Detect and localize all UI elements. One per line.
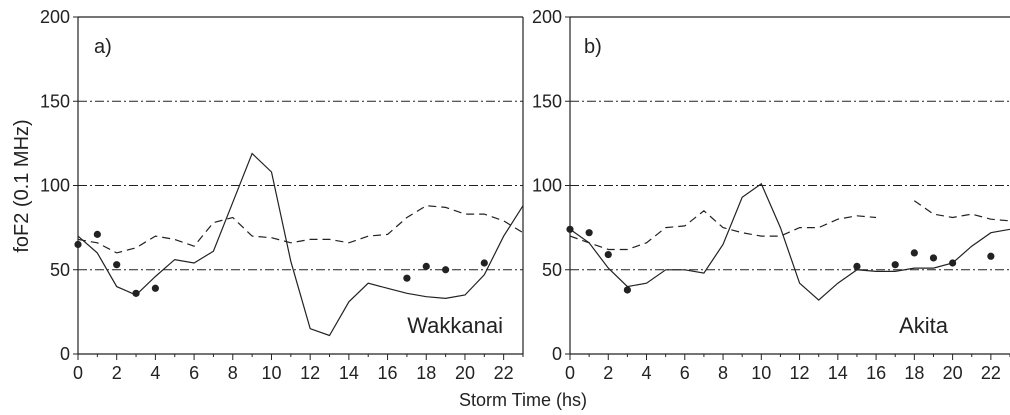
x-tick-label: 12 — [790, 363, 810, 383]
x-tick-label: 18 — [904, 363, 924, 383]
data-point — [929, 254, 938, 262]
data-point — [151, 284, 159, 292]
y-tick-label: 0 — [60, 344, 70, 364]
data-point — [853, 262, 861, 270]
y-tick-label: 150 — [532, 91, 562, 111]
x-tick-label: 0 — [565, 363, 575, 383]
x-tick-label: 10 — [751, 363, 771, 383]
y-tick-label: 50 — [542, 260, 562, 280]
x-tick-label: 18 — [416, 363, 436, 383]
data-point — [93, 230, 101, 238]
y-tick-label: 50 — [50, 260, 70, 280]
x-tick-label: 16 — [378, 363, 398, 383]
dashed-series-line — [913, 200, 1010, 222]
dashed-series-line — [77, 205, 524, 254]
data-point — [604, 250, 612, 259]
x-tick-label: 8 — [718, 363, 728, 383]
data-point — [422, 262, 430, 270]
x-tick-label: 0 — [73, 363, 83, 383]
data-point — [987, 252, 995, 260]
panel-label: b) — [584, 36, 602, 58]
y-axis-title: foF2 (0.1 MHz) — [11, 119, 33, 252]
data-point — [623, 286, 631, 294]
panel-label: a) — [94, 36, 112, 58]
solid-series-line — [569, 182, 1010, 301]
dashed-series-line — [569, 210, 877, 251]
data-point — [910, 249, 918, 257]
y-tick-label: 100 — [40, 176, 70, 196]
x-tick-label: 10 — [261, 363, 281, 383]
panel-wakkanai: a) Wakkanai 0 50 100 150 200 0 2 4 6 8 10 12 14 16 18 2… — [40, 7, 524, 383]
x-tick-label: 6 — [189, 363, 199, 383]
data-point — [74, 240, 82, 249]
x-tick-label: 6 — [680, 363, 690, 383]
x-axis-title: Storm Time (hs) — [459, 390, 587, 410]
x-tick-label: 14 — [339, 363, 359, 383]
y-tick-label: 0 — [552, 344, 562, 364]
x-tick-label: 4 — [642, 363, 652, 383]
data-point — [949, 259, 957, 267]
x-tick-label: 20 — [943, 363, 963, 383]
y-tick-label: 150 — [40, 91, 70, 111]
data-point — [480, 259, 488, 267]
station-label: Akita — [899, 313, 949, 338]
y-tick-label: 100 — [532, 176, 562, 196]
data-point — [585, 229, 593, 237]
data-point — [442, 266, 450, 274]
x-tick-label: 12 — [300, 363, 320, 383]
x-tick-label: 2 — [603, 363, 613, 383]
x-tick-label: 2 — [112, 363, 122, 383]
data-point — [403, 274, 411, 282]
data-point — [113, 261, 121, 269]
x-tick-label: 20 — [455, 363, 475, 383]
x-tick-label: 22 — [981, 363, 1001, 383]
y-tick-label: 200 — [40, 7, 70, 27]
x-tick-label: 22 — [494, 363, 514, 383]
x-tick-label: 8 — [228, 363, 238, 383]
data-point — [891, 261, 899, 269]
x-tick-label: 4 — [150, 363, 160, 383]
data-point — [132, 289, 140, 297]
solid-series-line — [77, 152, 524, 337]
data-point — [566, 225, 574, 233]
panel-akita: b) Akita 0 50 100 150 200 0 2 4 6 8 10 12 14 16 18 20 22 — [532, 7, 1010, 383]
x-tick-label: 14 — [828, 363, 848, 383]
y-tick-label: 200 — [532, 7, 562, 27]
station-label: Wakkanai — [407, 313, 503, 338]
x-tick-label: 16 — [866, 363, 886, 383]
